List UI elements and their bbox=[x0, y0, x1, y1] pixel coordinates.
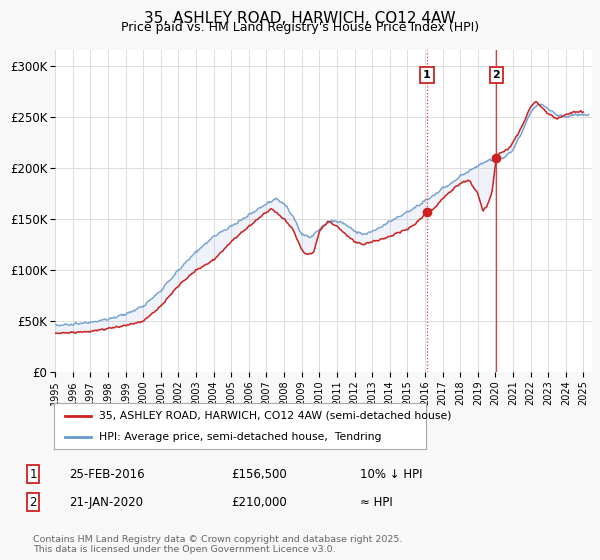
Text: 1: 1 bbox=[423, 70, 431, 80]
Text: Contains HM Land Registry data © Crown copyright and database right 2025.
This d: Contains HM Land Registry data © Crown c… bbox=[33, 535, 403, 554]
Text: 2: 2 bbox=[493, 70, 500, 80]
Text: 35, ASHLEY ROAD, HARWICH, CO12 4AW (semi-detached house): 35, ASHLEY ROAD, HARWICH, CO12 4AW (semi… bbox=[98, 410, 451, 421]
Text: £156,500: £156,500 bbox=[231, 468, 287, 481]
Text: Price paid vs. HM Land Registry's House Price Index (HPI): Price paid vs. HM Land Registry's House … bbox=[121, 21, 479, 34]
Text: 21-JAN-2020: 21-JAN-2020 bbox=[69, 496, 143, 509]
Text: 10% ↓ HPI: 10% ↓ HPI bbox=[360, 468, 422, 481]
Text: 2: 2 bbox=[29, 496, 37, 509]
Text: 35, ASHLEY ROAD, HARWICH, CO12 4AW: 35, ASHLEY ROAD, HARWICH, CO12 4AW bbox=[144, 11, 456, 26]
Text: ≈ HPI: ≈ HPI bbox=[360, 496, 393, 509]
Text: HPI: Average price, semi-detached house,  Tendring: HPI: Average price, semi-detached house,… bbox=[98, 432, 381, 442]
Text: 25-FEB-2016: 25-FEB-2016 bbox=[69, 468, 145, 481]
Text: £210,000: £210,000 bbox=[231, 496, 287, 509]
Text: 1: 1 bbox=[29, 468, 37, 481]
